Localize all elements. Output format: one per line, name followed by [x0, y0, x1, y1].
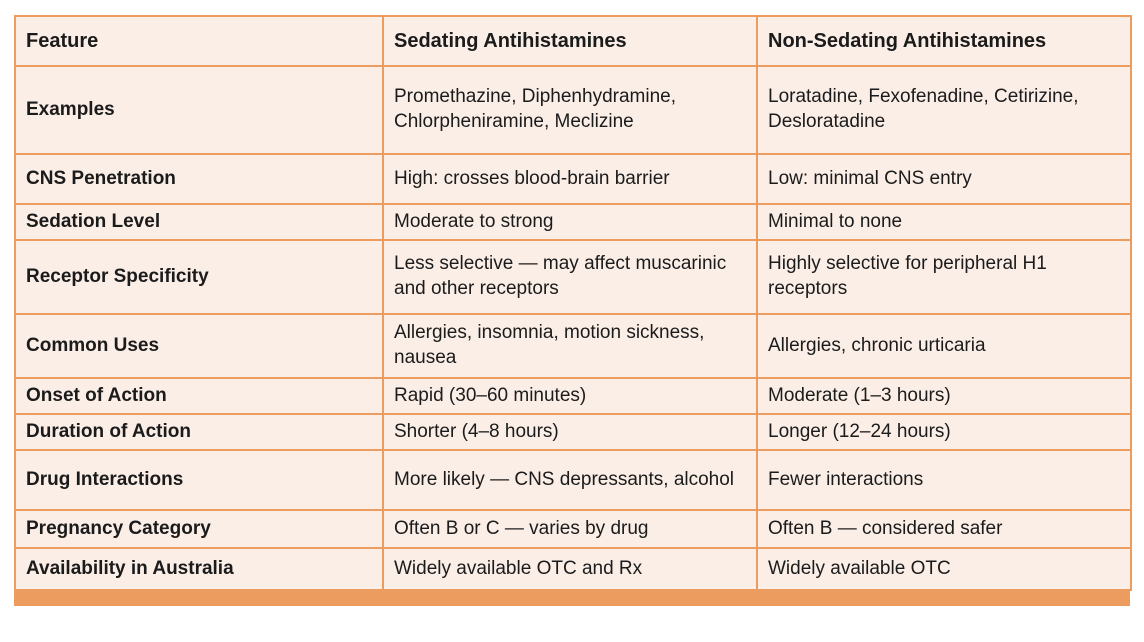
sedating-cell: High: crosses blood-brain barrier — [382, 153, 758, 205]
feature-cell: Availability in Australia — [14, 547, 384, 591]
table-row-examples: Examples Promethazine, Diphenhydramine, … — [14, 65, 1132, 155]
feature-cell: Duration of Action — [14, 413, 384, 451]
table-header-row: Feature Sedating Antihistamines Non-Seda… — [14, 15, 1132, 67]
sedating-cell: Rapid (30–60 minutes) — [382, 377, 758, 415]
table-row-onset-of-action: Onset of Action Rapid (30–60 minutes) Mo… — [14, 377, 1132, 415]
bottom-accent-bar — [14, 591, 1130, 606]
feature-cell: CNS Penetration — [14, 153, 384, 205]
non-sedating-cell: Minimal to none — [756, 203, 1132, 241]
sedating-cell: Promethazine, Diphenhydramine, Chlorphen… — [382, 65, 758, 155]
table-row-drug-interactions: Drug Interactions More likely — CNS depr… — [14, 449, 1132, 511]
feature-cell: Onset of Action — [14, 377, 384, 415]
table-row-cns-penetration: CNS Penetration High: crosses blood-brai… — [14, 153, 1132, 205]
non-sedating-cell: Highly selective for peripheral H1 recep… — [756, 239, 1132, 315]
non-sedating-cell: Often B — considered safer — [756, 509, 1132, 549]
sedating-cell: Moderate to strong — [382, 203, 758, 241]
sedating-cell: Shorter (4–8 hours) — [382, 413, 758, 451]
sedating-cell: Widely available OTC and Rx — [382, 547, 758, 591]
column-header-sedating: Sedating Antihistamines — [382, 15, 758, 67]
sedating-cell: More likely — CNS depressants, alcohol — [382, 449, 758, 511]
table-row-receptor-specificity: Receptor Specificity Less selective — ma… — [14, 239, 1132, 315]
non-sedating-cell: Low: minimal CNS entry — [756, 153, 1132, 205]
feature-cell: Receptor Specificity — [14, 239, 384, 315]
feature-cell: Common Uses — [14, 313, 384, 379]
table-row-pregnancy-category: Pregnancy Category Often B or C — varies… — [14, 509, 1132, 549]
sedating-cell: Allergies, insomnia, motion sickness, na… — [382, 313, 758, 379]
table-row-availability-in-australia: Availability in Australia Widely availab… — [14, 547, 1132, 591]
column-header-feature: Feature — [14, 15, 384, 67]
non-sedating-cell: Loratadine, Fexofenadine, Cetirizine, De… — [756, 65, 1132, 155]
feature-cell: Sedation Level — [14, 203, 384, 241]
non-sedating-cell: Widely available OTC — [756, 547, 1132, 591]
feature-cell: Drug Interactions — [14, 449, 384, 511]
non-sedating-cell: Longer (12–24 hours) — [756, 413, 1132, 451]
antihistamine-comparison-table: Feature Sedating Antihistamines Non-Seda… — [14, 15, 1132, 591]
feature-cell: Examples — [14, 65, 384, 155]
non-sedating-cell: Fewer interactions — [756, 449, 1132, 511]
non-sedating-cell: Moderate (1–3 hours) — [756, 377, 1132, 415]
sedating-cell: Less selective — may affect muscarinic a… — [382, 239, 758, 315]
non-sedating-cell: Allergies, chronic urticaria — [756, 313, 1132, 379]
column-header-non-sedating: Non-Sedating Antihistamines — [756, 15, 1132, 67]
sedating-cell: Often B or C — varies by drug — [382, 509, 758, 549]
table-row-duration-of-action: Duration of Action Shorter (4–8 hours) L… — [14, 413, 1132, 451]
feature-cell: Pregnancy Category — [14, 509, 384, 549]
table-row-sedation-level: Sedation Level Moderate to strong Minima… — [14, 203, 1132, 241]
table-row-common-uses: Common Uses Allergies, insomnia, motion … — [14, 313, 1132, 379]
